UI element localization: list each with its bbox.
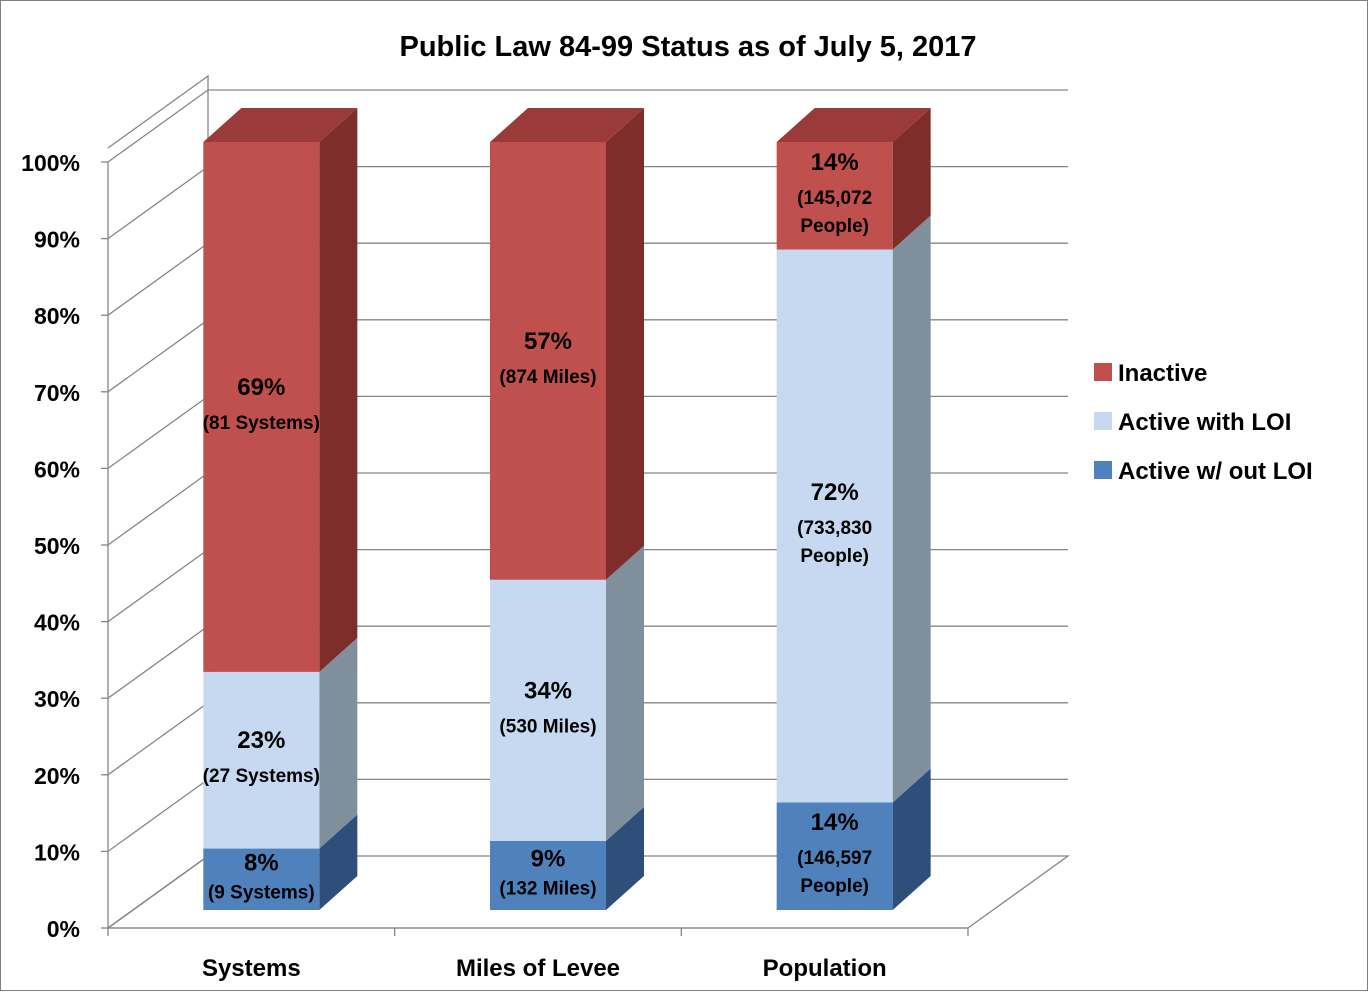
side-grid-line — [108, 167, 208, 239]
bar-percent-label: 57% — [524, 328, 572, 355]
bar-detail-label: (9 Systems) — [208, 882, 315, 903]
legend-swatch — [1094, 461, 1112, 479]
bar-detail-label: (874 Miles) — [499, 367, 596, 388]
y-tick-label: 90% — [34, 227, 80, 253]
chart-title: Public Law 84-99 Status as of July 5, 20… — [399, 31, 976, 63]
y-tick-label: 20% — [34, 763, 80, 789]
bar-side — [893, 216, 931, 803]
bar-detail-label: People) — [800, 216, 869, 237]
side-grid-line — [108, 550, 208, 622]
x-tick-label: Population — [763, 955, 887, 982]
side-grid-line — [108, 626, 208, 698]
bar-segment — [203, 672, 319, 849]
bar-detail-label: (81 Systems) — [203, 413, 320, 434]
legend: Inactive Active with LOI Active w/ out LOI — [1094, 360, 1313, 485]
legend-swatch — [1094, 412, 1112, 430]
bar-detail-label: (530 Miles) — [499, 716, 596, 737]
side-grid-line — [108, 90, 208, 162]
side-grid-line — [108, 703, 208, 775]
bar-percent-label: 9% — [531, 845, 566, 872]
bar-side — [319, 108, 357, 672]
y-tick-label: 10% — [34, 839, 80, 865]
side-grid-line — [108, 396, 208, 468]
y-tick-label: 60% — [34, 456, 80, 482]
bar-percent-label: 23% — [237, 727, 285, 754]
side-grid-line — [108, 473, 208, 545]
side-wall — [108, 76, 208, 928]
bar-percent-label: 69% — [237, 374, 285, 401]
x-tick-label: Miles of Levee — [456, 955, 620, 982]
bar-detail-label: (145,072 — [797, 188, 872, 209]
bar-percent-label: 14% — [811, 809, 859, 836]
legend-label: Active with LOI — [1118, 409, 1291, 436]
bar-detail-label: (733,830 — [797, 518, 872, 539]
x-tick-labels: Systems Miles of Levee Population — [202, 955, 887, 982]
bar-percent-label: 8% — [244, 849, 279, 876]
side-grid-line — [108, 779, 208, 851]
x-tick-label: Systems — [202, 955, 301, 982]
side-grid-line — [108, 856, 208, 928]
bar-detail-label: (146,597 — [797, 848, 872, 869]
bar-detail-label: (27 Systems) — [203, 766, 320, 787]
y-tick-label: 50% — [34, 533, 80, 559]
bar-percent-label: 34% — [524, 677, 572, 704]
bar-segment — [490, 142, 606, 580]
y-tick-labels: 0% 10% 20% 30% 40% 50% 60% 70% 80% 90% 100% — [21, 150, 80, 942]
bar-detail-label: (132 Miles) — [499, 878, 596, 899]
bar-detail-label: People) — [800, 546, 869, 567]
bar-side — [606, 108, 644, 580]
bar-segment — [203, 142, 319, 672]
bar-side — [606, 546, 644, 841]
y-tick-label: 80% — [34, 303, 80, 329]
bar-segment — [490, 580, 606, 841]
bar-percent-label: 14% — [811, 149, 859, 176]
y-tick-label: 100% — [21, 150, 80, 176]
bar-percent-label: 72% — [811, 479, 859, 506]
legend-swatch — [1094, 363, 1112, 381]
y-tick-label: 40% — [34, 610, 80, 636]
side-grid-line — [108, 320, 208, 392]
bar-side — [319, 638, 357, 849]
y-tick-label: 30% — [34, 686, 80, 712]
side-grid-line — [108, 243, 208, 315]
bar-detail-label: People) — [800, 876, 869, 897]
y-tick-label: 70% — [34, 380, 80, 406]
legend-label: Inactive — [1118, 360, 1207, 387]
y-tick-label: 0% — [47, 916, 80, 942]
legend-label: Active w/ out LOI — [1118, 458, 1313, 485]
